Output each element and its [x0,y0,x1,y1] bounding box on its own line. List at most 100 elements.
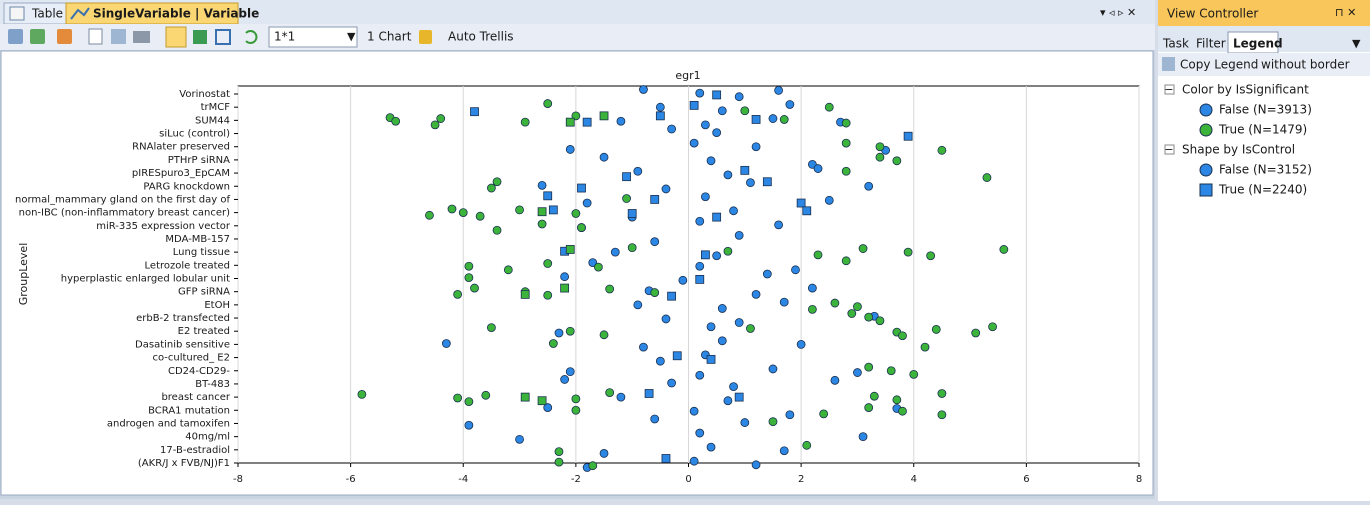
layout-value[interactable]: 1*1 [274,30,295,44]
point [487,323,496,333]
tab-label[interactable]: Legend [1233,37,1283,51]
y-tick-label: Lung tissue [173,247,230,258]
point [447,204,457,214]
point [537,219,547,229]
point [999,245,1009,254]
icon[interactable] [57,29,72,44]
collapse-box[interactable] [1164,84,1175,95]
point [565,117,575,127]
dropdown-arrow[interactable]: ▼ [347,30,356,43]
layout-dropdown[interactable] [268,26,358,48]
point [430,120,440,130]
point [695,428,705,438]
legend-label: False (N=3152) [1219,163,1312,177]
point [988,322,997,332]
point [695,216,705,226]
tab-icon [9,6,25,21]
y-tick-label: (AKR/J x FVB/NJ)F1 [138,458,230,469]
copy-legend[interactable]: Copy Legend [1180,58,1258,72]
point [785,100,795,109]
collapse-sign[interactable]: − [1164,83,1173,96]
legend-swatch [1199,183,1213,197]
point [695,274,705,284]
x-tick-label: 0 [685,474,691,485]
chart: egr1 GroupLevel -8 -6 -4 -2 0 2 4 6 8 Vorinostat t… [15,69,1142,485]
border-option[interactable]: without border [1261,58,1350,72]
point [824,102,834,112]
point [560,375,570,384]
point [802,440,812,450]
tab-label[interactable]: Table [31,7,63,21]
legend-toolbar [1158,53,1370,76]
tab-menu[interactable]: ▼ [1352,37,1361,50]
y-tick-label: PTHrP siRNA [168,155,230,166]
point [520,392,530,402]
icon[interactable] [215,29,231,45]
point [796,339,806,349]
point [470,283,479,293]
tab-label[interactable]: Filter [1196,37,1226,51]
point [751,289,761,299]
point [571,209,581,218]
collapse-box[interactable] [1164,144,1175,155]
icon[interactable] [111,29,126,44]
point [667,291,677,301]
chart-count[interactable]: 1 Chart [367,30,412,44]
icon[interactable] [8,29,23,44]
y-tick-label: Dasatinib sensitive [135,339,230,350]
y-tick-label: miR-335 expression vector [96,221,231,232]
legend-swatch [1199,163,1213,177]
y-tick-label: Letrozole treated [145,260,230,271]
point [594,262,603,272]
point [689,138,699,148]
view-controller [1158,0,1370,501]
point [768,417,778,427]
x-tick-label: -2 [571,474,581,485]
point [734,230,744,240]
point [571,394,581,404]
lock-icon[interactable] [419,30,432,44]
collapse-sign[interactable]: − [1164,143,1173,156]
point [554,447,564,457]
pane-controls[interactable]: ⊓ ✕ [1335,6,1356,19]
point [599,152,609,162]
point [768,114,778,123]
point [886,366,896,376]
point [571,405,581,415]
point [892,395,902,405]
point [706,322,716,332]
point [717,304,727,313]
y-tick-label: BCRA1 mutation [148,405,230,416]
auto-trellis[interactable]: Auto Trellis [448,30,514,44]
point [655,102,665,112]
point [762,269,772,279]
point [937,410,947,420]
icon[interactable] [88,28,103,45]
icon[interactable] [165,26,187,48]
tab-label[interactable]: SingleVariable | Variable [93,7,259,21]
legend-title: Color by IsSignificant [1182,83,1309,97]
view-controller-title: View Controller [1167,7,1258,21]
x-tick-label: 2 [798,474,804,485]
point [503,265,513,275]
point [650,414,660,424]
point [819,409,829,419]
icon[interactable] [193,30,207,44]
y-tick-label: breast cancer [161,392,230,403]
legend-label: False (N=3913) [1219,103,1312,117]
point [723,396,733,406]
icon[interactable] [30,29,45,44]
point [588,461,598,471]
point [560,272,570,282]
icon[interactable] [133,31,150,43]
point [734,92,744,102]
tab-controls[interactable]: ▾ ◃ ▹ ✕ [1100,6,1136,19]
tab-label[interactable]: Task [1162,37,1189,51]
point [391,116,401,126]
icon[interactable] [245,30,258,44]
y-tick-label: hyperplastic enlarged lobular unit [61,274,230,285]
y-tick-label: GFP siRNA [178,287,230,298]
y-tick-label: EtOH [204,300,230,311]
point [582,117,592,127]
point [470,107,479,117]
